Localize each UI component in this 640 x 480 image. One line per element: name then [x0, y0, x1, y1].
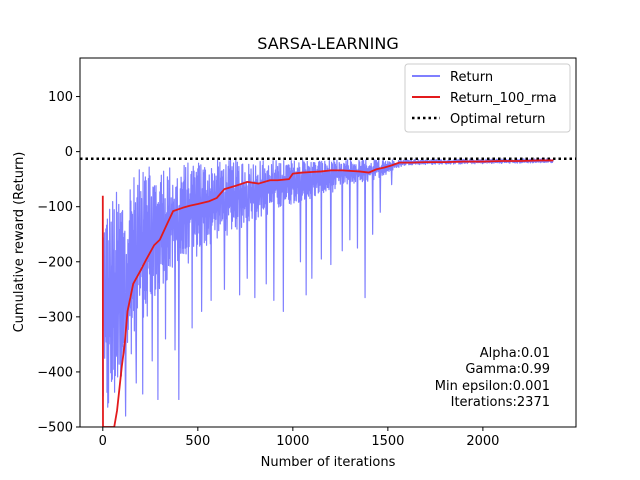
y-tick-label: −500: [37, 421, 73, 436]
annotation-iterations: Iterations:2371: [451, 395, 550, 410]
series-rma-line: [101, 159, 554, 427]
legend-label-optimal: Optimal return: [450, 112, 545, 127]
chart-title: SARSA-LEARNING: [257, 34, 398, 53]
annotation-alpha: Alpha:0.01: [480, 346, 550, 361]
y-tick-label: 0: [65, 145, 73, 160]
x-tick-label: 0: [99, 434, 107, 449]
legend: Return Return_100_rma Optimal return: [404, 63, 571, 133]
plot-area: [80, 157, 576, 427]
x-axis-label: Number of iterations: [261, 455, 396, 470]
x-tick-label: 2000: [466, 434, 499, 449]
x-tick-label: 1000: [276, 434, 309, 449]
parameters-annotation: Alpha:0.01 Gamma:0.99 Min epsilon:0.001 …: [435, 346, 550, 410]
y-tick-label: 100: [48, 90, 73, 105]
x-tick-label: 1500: [371, 434, 404, 449]
plot-frame: [79, 57, 577, 428]
y-tick-label: −100: [37, 200, 73, 215]
legend-box: [404, 63, 571, 133]
y-tick-label: −200: [37, 255, 73, 270]
legend-label-rma: Return_100_rma: [450, 91, 557, 106]
y-tick-label: −400: [37, 365, 73, 380]
y-axis-label: Cumulative reward (Return): [12, 152, 27, 333]
annotation-gamma: Gamma:0.99: [465, 362, 550, 377]
annotation-min-epsilon: Min epsilon:0.001: [435, 379, 550, 394]
y-tick-label: −300: [37, 310, 73, 325]
legend-label-return: Return: [450, 70, 493, 85]
x-tick-label: 500: [185, 434, 210, 449]
